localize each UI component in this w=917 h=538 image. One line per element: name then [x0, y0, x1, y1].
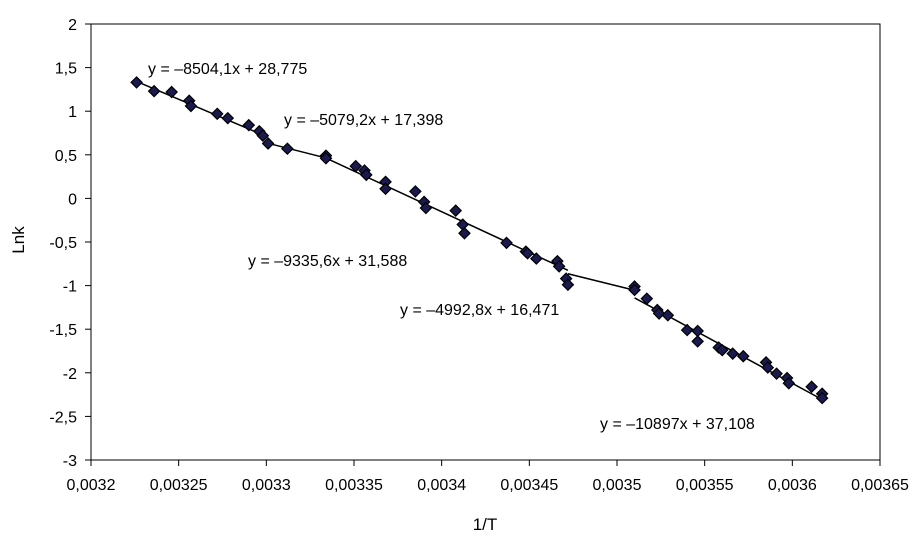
data-point — [349, 159, 363, 173]
trend-line — [267, 142, 327, 159]
x-tick-label: 0,0033 — [242, 477, 291, 494]
data-point — [261, 137, 275, 150]
y-tick-label: -2,5 — [49, 409, 77, 426]
trendline-equation-3: y = –9335,6x + 31,588 — [248, 253, 407, 270]
data-point — [221, 111, 235, 125]
data-point — [210, 107, 224, 121]
data-point — [147, 84, 161, 98]
data-point — [736, 349, 750, 363]
data-point — [661, 308, 675, 322]
data-point — [561, 278, 575, 292]
trendline-equation-4: y = –4992,8x + 16,471 — [400, 302, 559, 319]
x-axis-title: 1/T — [473, 515, 498, 534]
x-tick-label: 0,0036 — [768, 477, 817, 494]
y-tick-label: -0,5 — [49, 235, 77, 252]
data-point — [319, 151, 333, 165]
trend-line — [567, 273, 635, 292]
trendline-equation-5: y = –10897x + 37,108 — [600, 416, 755, 433]
data-point — [359, 168, 373, 182]
data-point — [529, 252, 543, 265]
y-tick-label: 2 — [68, 17, 77, 34]
x-tick-label: 0,00325 — [150, 477, 208, 494]
x-tick-label: 0,00355 — [676, 477, 734, 494]
data-point — [409, 185, 422, 198]
data-point — [281, 142, 294, 156]
data-point — [242, 118, 256, 132]
data-point — [449, 204, 463, 217]
x-tick-label: 0,00335 — [325, 477, 383, 494]
data-point — [680, 323, 694, 337]
data-point — [165, 85, 179, 99]
data-point — [761, 361, 775, 374]
data-point — [130, 76, 143, 89]
x-tick-label: 0,00345 — [500, 477, 558, 494]
data-point — [805, 380, 818, 394]
data-point — [652, 307, 666, 320]
data-point — [815, 391, 829, 405]
y-tick-label: -3 — [63, 453, 77, 470]
plot-area — [90, 23, 881, 461]
data-markers — [130, 76, 829, 405]
data-point — [782, 376, 796, 390]
data-point — [419, 201, 433, 215]
y-tick-label: -1 — [63, 279, 77, 296]
y-tick-label: 0,5 — [55, 148, 77, 165]
tick-labels: 2 1,5 1 0,5 0 -0,5 -1 -1,5 -2 -2,5 -3 0,0032 0,00325… — [49, 17, 909, 494]
data-point — [640, 292, 654, 306]
data-point — [691, 335, 705, 348]
data-point — [458, 226, 471, 240]
data-point — [256, 129, 270, 142]
trendline-equation-1: y = –8504,1x + 28,775 — [148, 61, 307, 78]
x-tick-label: 0,0034 — [417, 477, 466, 494]
data-point — [552, 260, 566, 273]
y-tick-label: -2 — [63, 366, 77, 383]
data-point — [770, 367, 783, 381]
x-tick-label: 0,00365 — [851, 477, 909, 494]
y-axis-title: Lnk — [9, 226, 28, 254]
trendline-equation-2: y = –5079,2x + 17,398 — [284, 112, 443, 129]
axes — [85, 23, 881, 466]
y-tick-label: 0 — [68, 191, 77, 208]
data-point — [715, 343, 729, 357]
data-point — [521, 246, 534, 260]
data-point — [628, 283, 641, 297]
x-tick-label: 0,0035 — [593, 477, 642, 494]
x-tick-label: 0,0032 — [67, 477, 116, 494]
y-tick-label: 1 — [68, 104, 77, 121]
y-tick-label: 1,5 — [55, 61, 77, 78]
data-point — [379, 182, 392, 196]
data-point — [726, 347, 740, 360]
y-tick-label: -1,5 — [49, 322, 77, 339]
data-point — [500, 236, 513, 250]
plot-frame — [90, 23, 881, 461]
data-point — [184, 99, 198, 113]
